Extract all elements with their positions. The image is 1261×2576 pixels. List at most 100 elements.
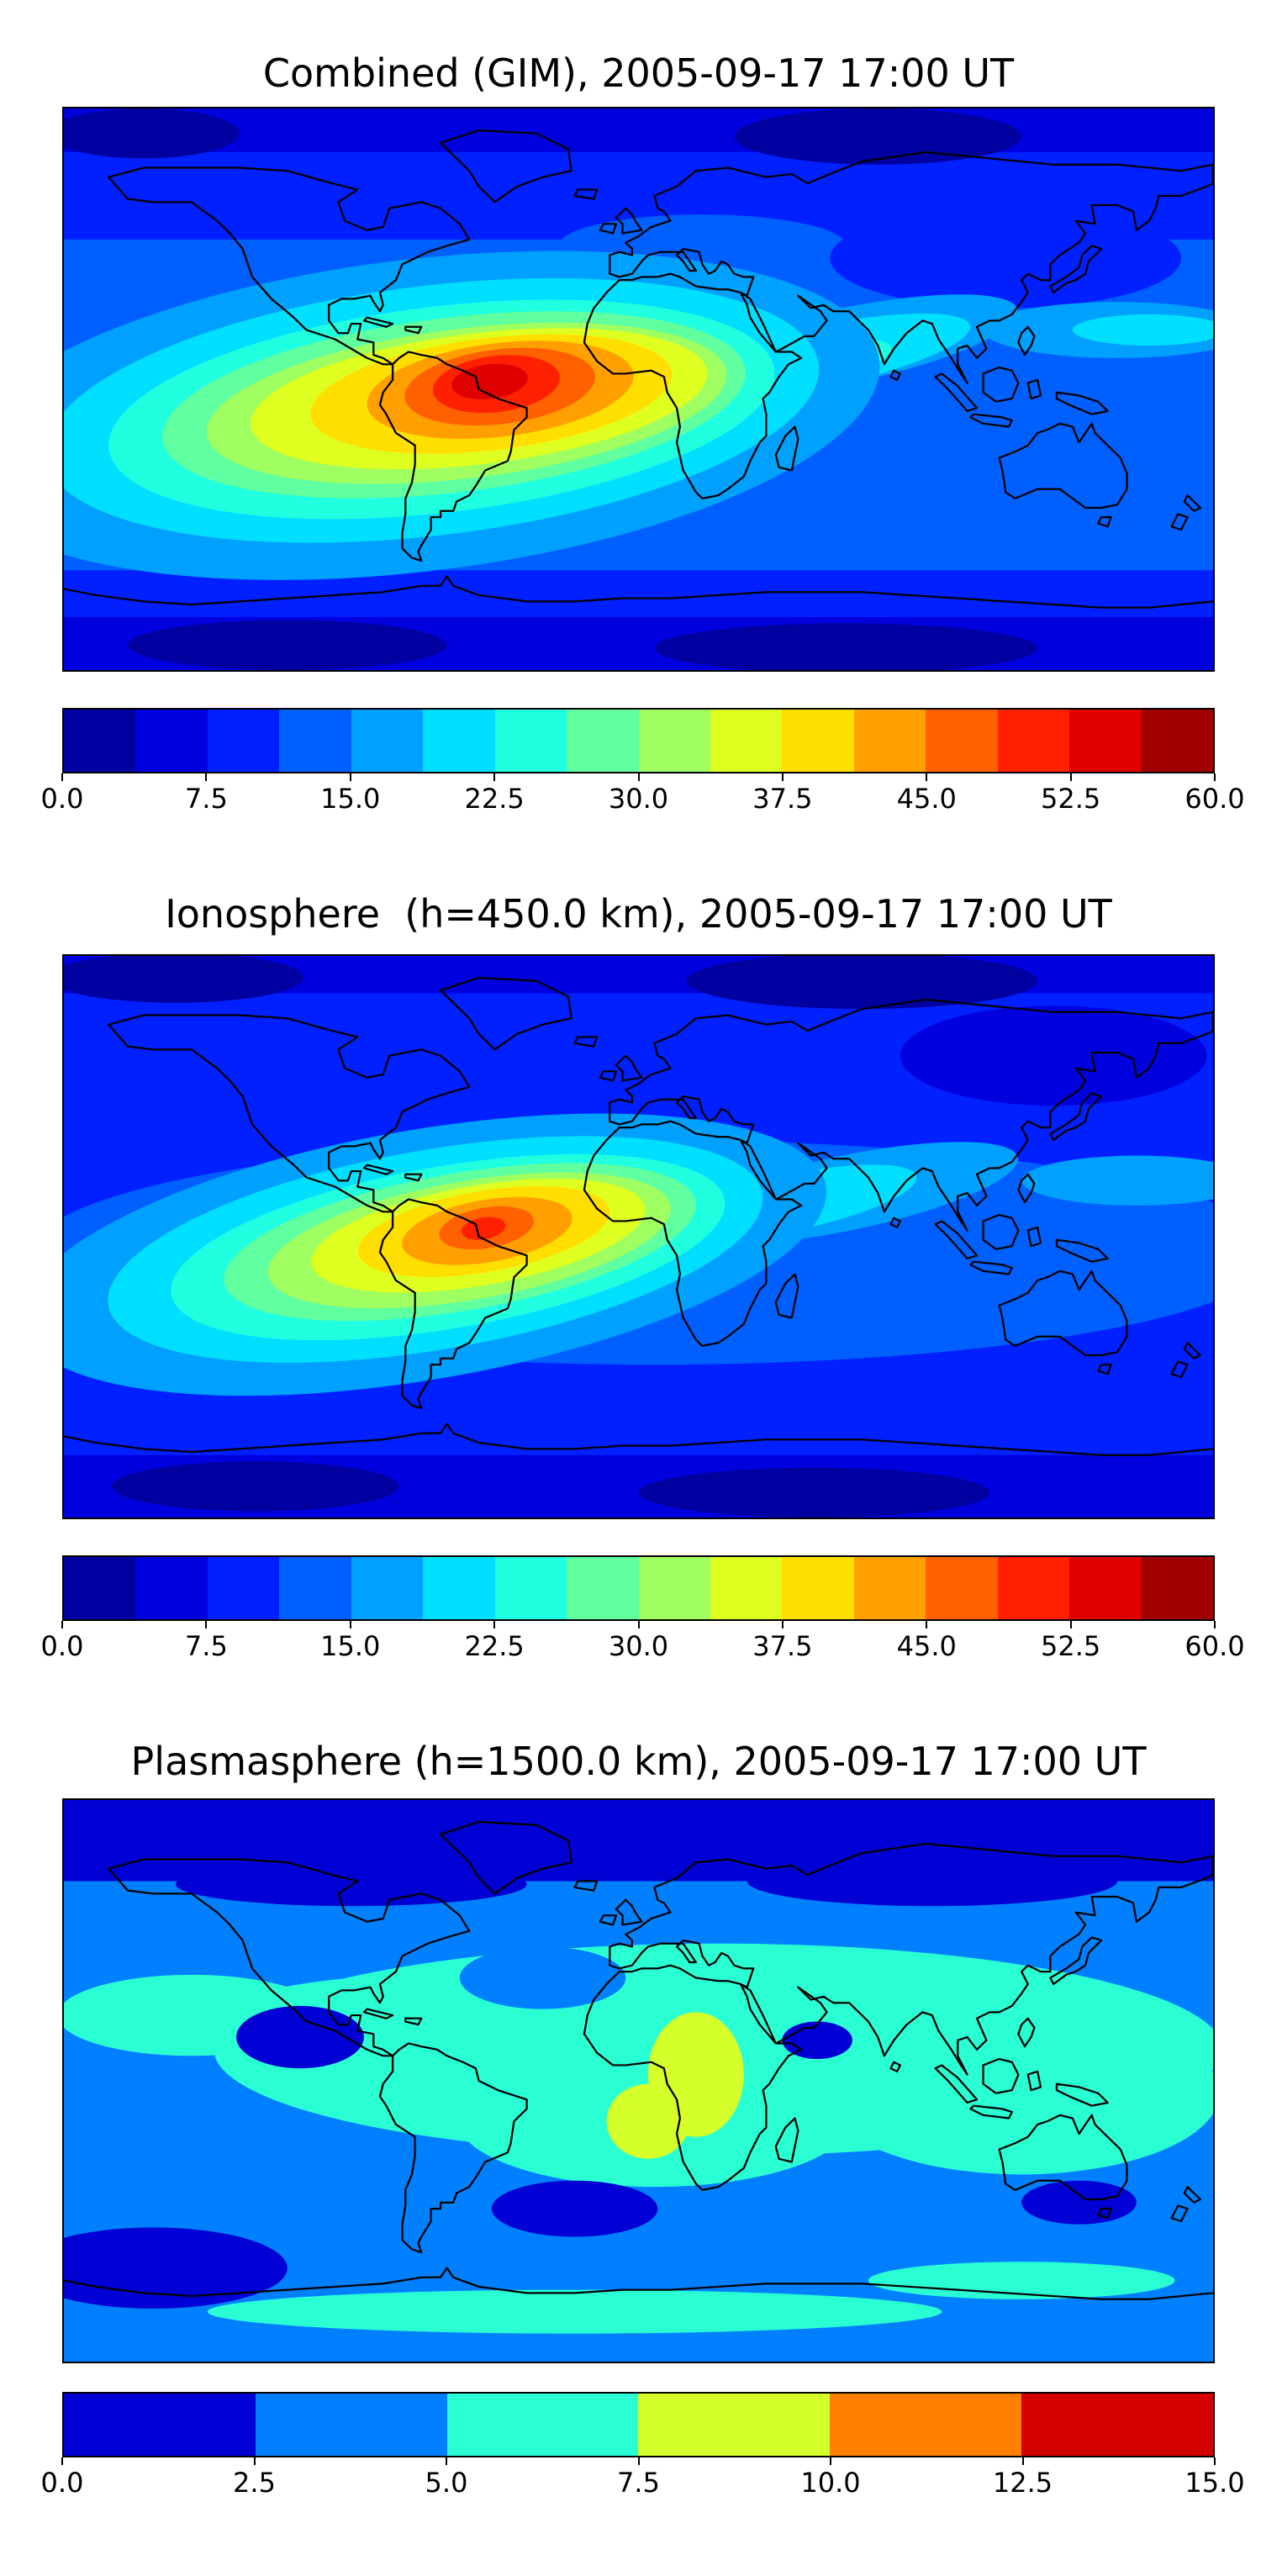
colorbar-segment [279, 1557, 351, 1619]
colorbar-segment [782, 710, 854, 772]
colorbar-bar [62, 2392, 1215, 2457]
colorbar-bar [62, 708, 1215, 773]
colorbar-tick-mark [637, 773, 640, 781]
colorbar-tick-mark [349, 1621, 351, 1628]
colorbar-segment [494, 1557, 567, 1619]
colorbar-segment [853, 710, 926, 772]
colorbar-tick-mark [926, 1621, 928, 1628]
colorbar-tick-mark [493, 773, 496, 781]
colorbar-segment [135, 1557, 208, 1619]
panel-ionosphere: Ionosphere (h=450.0 km), 2005-09-17 17:0… [41, 891, 1245, 1668]
colorbar-tick-label: 12.5 [992, 2467, 1053, 2499]
colorbar-tick-mark [61, 1621, 63, 1628]
colorbar-tick-label: 37.5 [752, 783, 813, 815]
map-ionosphere [62, 954, 1215, 1519]
colorbar-tick-label: 30.0 [608, 783, 669, 815]
colorbar-tick-mark [205, 773, 208, 781]
colorbar-segment [446, 2394, 639, 2456]
colorbar-segment [710, 710, 783, 772]
colorbar-ionosphere: 0.0 7.5 15.0 22.5 30.0 37.5 45.0 52.5 60.0 [41, 1555, 1245, 1668]
colorbar-tick-mark [1214, 2457, 1216, 2465]
colorbar-segment [782, 1557, 854, 1619]
colorbar-segment [279, 710, 351, 772]
colorbar-tick-label: 22.5 [464, 783, 525, 815]
colorbar-segment [853, 1557, 926, 1619]
colorbar-tick-mark [637, 2457, 640, 2465]
map-plasmasphere [62, 1798, 1215, 2363]
colorbar-tick-mark [493, 1621, 496, 1628]
colorbar-tick-label: 15.0 [320, 1630, 381, 1662]
colorbar-tick-label: 45.0 [896, 783, 957, 815]
tec-map-svg-ionosphere [64, 956, 1213, 1518]
plasmasphere-maximum [606, 2012, 744, 2159]
colorbar-segment [567, 710, 639, 772]
colorbar-tick-mark [1021, 2457, 1024, 2465]
colorbar-tick-mark [926, 773, 928, 781]
colorbar-tick-mark [1214, 1621, 1216, 1628]
colorbar-tick-label: 7.5 [617, 2467, 660, 2499]
map-combined [62, 107, 1215, 672]
tec-map-svg-plasmasphere [64, 1800, 1213, 2362]
colorbar-segment [351, 1557, 424, 1619]
colorbar-segment [926, 710, 998, 772]
panel-title-plasmasphere: Plasmasphere (h=1500.0 km), 2005-09-17 1… [130, 1739, 1147, 1784]
colorbar-tick-label: 7.5 [184, 783, 228, 815]
panel-title-ionosphere: Ionosphere (h=450.0 km), 2005-09-17 17:0… [165, 891, 1112, 937]
colorbar-tick-label: 37.5 [752, 1630, 813, 1662]
colorbar-plasmasphere: 0.0 2.5 5.0 7.5 10.0 12.5 15.0 [41, 2392, 1245, 2505]
colorbar-tick-mark [830, 2457, 831, 2465]
colorbar-segment [207, 1557, 280, 1619]
colorbar-tick-label: 45.0 [896, 1630, 957, 1662]
colorbar-tick-mark [1214, 773, 1216, 781]
background-field [64, 108, 1213, 670]
colorbar-segment [830, 2394, 1022, 2456]
east-asia-band [1021, 1155, 1213, 1206]
colorbar-tick-label: 0.0 [40, 783, 84, 815]
colorbar-segment [997, 1557, 1070, 1619]
colorbar-segment [638, 1557, 710, 1619]
colorbar-tick-label: 7.5 [184, 1630, 228, 1662]
colorbar-tick-label: 60.0 [1184, 1630, 1245, 1662]
colorbar-segment [135, 710, 208, 772]
colorbar-segment [207, 710, 280, 772]
colorbar-tick-label: 0.0 [40, 2467, 84, 2499]
colorbar-segment [997, 710, 1070, 772]
colorbar-tick-label: 10.0 [800, 2467, 861, 2499]
colorbar-tick-label: 52.5 [1041, 1630, 1101, 1662]
colorbar-segment [64, 2394, 256, 2456]
colorbar-segment [1141, 710, 1213, 772]
figure: Combined (GIM), 2005-09-17 17:00 UT [0, 54, 1245, 2505]
colorbar-tick-label: 5.0 [425, 2467, 468, 2499]
colorbar-tick-mark [781, 773, 784, 781]
enhancement-contours [64, 251, 880, 580]
colorbar-segment [1069, 710, 1142, 772]
colorbar-segment [567, 1557, 639, 1619]
colorbar-segment [710, 1557, 783, 1619]
colorbar-segment [351, 710, 424, 772]
colorbar-tick-mark [61, 773, 63, 781]
colorbar-segment [1069, 1557, 1142, 1619]
tec-map-svg-combined [64, 108, 1213, 670]
colorbar-segment [494, 710, 567, 772]
colorbar-tick-label: 52.5 [1041, 783, 1101, 815]
colorbar-combined: 0.0 7.5 15.0 22.5 30.0 37.5 45.0 52.5 60.0 [41, 708, 1245, 821]
panel-combined: Combined (GIM), 2005-09-17 17:00 UT [41, 54, 1245, 821]
colorbar-tick-label: 2.5 [233, 2467, 276, 2499]
colorbar-segment [638, 710, 710, 772]
colorbar-segment [64, 1557, 136, 1619]
panel-plasmasphere: Plasmasphere (h=1500.0 km), 2005-09-17 1… [41, 1739, 1245, 2505]
colorbar-tick-label: 30.0 [608, 1630, 669, 1662]
colorbar-segment [926, 1557, 998, 1619]
colorbar-tick-mark [61, 2457, 63, 2465]
colorbar-tick-mark [205, 1621, 208, 1628]
colorbar-ticks: 0.0 7.5 15.0 22.5 30.0 37.5 45.0 52.5 60.0 [41, 773, 1245, 821]
colorbar-tick-mark [1069, 1621, 1072, 1628]
colorbar-tick-mark [253, 2457, 256, 2465]
colorbar-tick-mark [637, 1621, 640, 1628]
colorbar-tick-mark [781, 1621, 784, 1628]
colorbar-tick-mark [1069, 773, 1072, 781]
colorbar-tick-label: 60.0 [1184, 783, 1245, 815]
colorbar-tick-label: 0.0 [40, 1630, 84, 1662]
colorbar-bar [62, 1555, 1215, 1621]
colorbar-segment [1021, 2394, 1213, 2456]
